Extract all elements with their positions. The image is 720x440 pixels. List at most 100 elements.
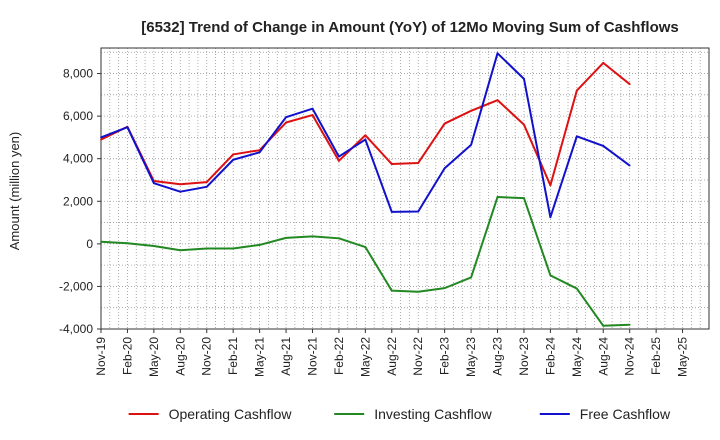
free-cashflow-point [470,144,472,146]
chart-title: [6532] Trend of Change in Amount (YoY) o… [141,19,679,36]
operating-cashflow-point [179,183,181,185]
y-tick-label: -2,000 [59,279,93,293]
investing-cashflow-point [100,241,102,243]
chart-container: [6532] Trend of Change in Amount (YoY) o… [0,0,720,440]
x-tick-label: Nov-23 [517,337,531,376]
free-cashflow-point [206,186,208,188]
free-cashflow-point [444,167,446,169]
investing-cashflow-point [576,288,578,290]
free-cashflow-point [232,159,234,161]
free-cashflow-point [576,135,578,137]
y-tick-label: 8,000 [63,67,93,81]
x-tick-label: May-21 [253,337,267,377]
investing-cashflow-point [338,237,340,239]
investing-cashflow-point [232,248,234,250]
free-cashflow-point [312,108,314,110]
legend: Operating Cashflow Investing Cashflow Free… [129,406,671,422]
free-cashflow-point [417,211,419,213]
free-cashflow-point [364,139,366,141]
free-cashflow-point [497,52,499,54]
x-tick-label: May-20 [147,337,161,377]
x-tick-label: Aug-20 [173,337,187,376]
free-cashflow-point [153,182,155,184]
x-tick-label: Nov-24 [623,337,637,376]
x-tick-label: Feb-20 [120,337,134,375]
operating-cashflow-point [364,134,366,136]
legend-label-investing-cashflow: Investing Cashflow [374,406,492,422]
investing-cashflow-point [127,242,129,244]
legend-item-investing-cashflow: Investing Cashflow [334,406,492,422]
free-cashflow-point [179,191,181,193]
x-tick-label: Aug-24 [596,337,610,376]
legend-item-operating-cashflow: Operating Cashflow [129,406,293,422]
operating-cashflow-point [602,62,604,64]
y-tick-label: 4,000 [63,152,93,166]
investing-cashflow-point [497,196,499,198]
investing-cashflow-point [364,246,366,248]
operating-cashflow-point [312,114,314,116]
x-tick-label: Feb-21 [226,337,240,375]
x-tick-label: May-22 [358,337,372,377]
x-tick-label: Feb-25 [649,337,663,375]
operating-cashflow-point [338,160,340,162]
free-cashflow-point [391,211,393,213]
y-axis-label: Amount (million yen) [7,132,22,251]
free-cashflow-point [127,126,129,128]
x-tick-label: Nov-21 [305,337,319,376]
legend-item-free-cashflow: Free Cashflow [540,406,671,422]
free-cashflow-point [549,216,551,218]
investing-cashflow-point [523,197,525,199]
x-tick-label: Nov-19 [94,337,108,376]
x-tick-label: Feb-23 [438,337,452,375]
x-tick-label: May-23 [464,337,478,377]
operating-cashflow-point [417,162,419,164]
x-tick-label: May-25 [676,337,690,377]
investing-cashflow-point [312,235,314,237]
operating-cashflow-point [232,154,234,156]
y-tick-label: 0 [86,237,93,251]
x-tick-label: Aug-22 [385,337,399,376]
operating-cashflow-point [285,122,287,124]
investing-cashflow-point [417,291,419,293]
investing-cashflow-point [391,290,393,292]
investing-cashflow-point [470,277,472,279]
operating-cashflow-point [629,83,631,85]
investing-cashflow-point [629,324,631,326]
investing-cashflow-point [153,245,155,247]
free-cashflow-point [100,137,102,139]
operating-cashflow-point [391,163,393,165]
investing-cashflow-point [549,274,551,276]
x-tick-label: Nov-22 [411,337,425,376]
operating-cashflow-point [497,99,499,101]
cashflow-line-chart: [6532] Trend of Change in Amount (YoY) o… [0,0,720,440]
legend-label-operating-cashflow: Operating Cashflow [169,406,293,422]
x-tick-label: Feb-24 [543,337,557,375]
operating-cashflow-point [206,181,208,183]
investing-cashflow-point [285,237,287,239]
x-tick-label: Feb-22 [332,337,346,375]
legend-label-free-cashflow: Free Cashflow [580,406,671,422]
free-cashflow-point [523,78,525,80]
investing-cashflow-point [602,325,604,327]
free-cashflow-point [338,156,340,158]
free-cashflow-point [629,165,631,167]
operating-cashflow-point [444,123,446,125]
operating-cashflow-point [523,124,525,126]
operating-cashflow-point [549,184,551,186]
operating-cashflow-point [100,139,102,141]
free-cashflow-point [259,151,261,153]
y-tick-label: -4,000 [59,322,93,336]
x-tick-label: Nov-20 [200,337,214,376]
investing-cashflow-point [444,287,446,289]
x-tick-label: Aug-23 [491,337,505,376]
free-cashflow-point [285,116,287,118]
y-tick-label: 6,000 [63,109,93,123]
free-cashflow-point [602,145,604,147]
operating-cashflow-point [470,110,472,112]
investing-cashflow-point [259,244,261,246]
x-tick-label: May-24 [570,337,584,377]
investing-cashflow-point [206,248,208,250]
y-tick-label: 2,000 [63,194,93,208]
investing-cashflow-point [179,249,181,251]
operating-cashflow-point [576,90,578,92]
